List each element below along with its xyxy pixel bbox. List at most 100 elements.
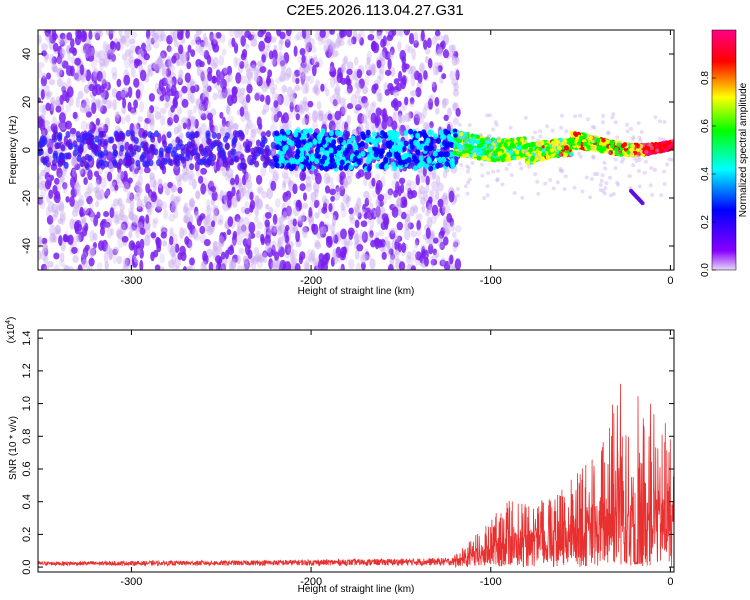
heatmap-cell: [479, 137, 485, 143]
heatmap-cell: [401, 154, 406, 161]
heatmap-cell: [165, 75, 173, 84]
heatmap-cell: [230, 239, 237, 246]
heatmap-cell: [212, 32, 218, 45]
heatmap-cell: [311, 110, 319, 123]
heatmap-cell: [366, 211, 372, 224]
heatmap-cell: [111, 66, 118, 77]
heatmap-cell: [176, 106, 183, 116]
heatmap-cell: [144, 234, 151, 247]
heatmap-cell: [411, 48, 416, 61]
heatmap-cell: [294, 34, 300, 41]
heatmap-cell: [168, 64, 176, 72]
heatmap-cell: [203, 238, 211, 247]
heatmap-cell: [328, 203, 333, 212]
heatmap-cell: [58, 259, 65, 267]
heatmap-cell: [426, 157, 432, 164]
heatmap-cell: [125, 129, 131, 137]
heatmap-cell: [310, 200, 315, 213]
heatmap-cell: [218, 54, 225, 66]
heatmap-cell: [328, 147, 334, 154]
heatmap-cell: [601, 137, 606, 143]
heatmap-cell: [225, 120, 230, 128]
heatmap-cell: [189, 197, 195, 208]
heatmap-cell: [200, 123, 208, 135]
heatmap-cell: [545, 124, 550, 129]
heatmap-cell: [185, 207, 191, 217]
heatmap-cell: [265, 203, 270, 210]
heatmap-cell: [305, 175, 312, 188]
heatmap-cell: [444, 195, 449, 206]
heatmap-cell: [346, 195, 352, 202]
heatmap-cell: [271, 111, 278, 124]
heatmap-cell: [289, 101, 294, 113]
heatmap-cell: [169, 248, 175, 257]
heatmap-cell: [171, 184, 178, 193]
heatmap-cell: [273, 225, 279, 234]
heatmap-cell: [312, 257, 320, 266]
heatmap-cell: [251, 262, 257, 270]
heatmap-cell: [112, 253, 117, 264]
heatmap-cell: [94, 135, 100, 143]
heatmap-cell: [49, 53, 55, 65]
heatmap-cell: [145, 30, 151, 40]
heatmap-cell: [208, 261, 214, 270]
heatmap-cell: [96, 262, 103, 270]
heatmap-cell: [88, 30, 93, 40]
heatmap-cell: [122, 265, 128, 270]
heatmap-cell: [218, 235, 225, 247]
heatmap-cell: [238, 30, 243, 39]
heatmap-cell: [203, 36, 209, 47]
heatmap-cell: [262, 103, 270, 113]
heatmap-cell: [106, 171, 113, 182]
heatmap-cell: [114, 184, 119, 191]
heatmap-cell: [123, 74, 131, 86]
heatmap-cell: [401, 75, 407, 86]
heatmap-cell: [180, 156, 186, 164]
heatmap-cell: [318, 252, 325, 262]
heatmap-cell: [354, 81, 359, 88]
heatmap-cell: [77, 264, 83, 270]
heatmap-cell: [370, 112, 377, 124]
heatmap-cell: [45, 90, 53, 98]
heatmap-cell: [168, 259, 175, 269]
heatmap-cell: [336, 72, 343, 84]
heatmap-cell: [40, 89, 45, 100]
heatmap-cell: [39, 104, 46, 114]
heatmap-cell: [238, 93, 246, 105]
heatmap-cell: [352, 70, 358, 82]
heatmap-cell: [357, 113, 365, 125]
heatmap-cell: [295, 113, 301, 121]
heatmap-cell: [161, 201, 168, 210]
heatmap-cell: [341, 104, 348, 115]
heatmap-cell: [227, 197, 232, 208]
heatmap-cell: [112, 98, 117, 111]
heatmap-cell: [399, 105, 405, 113]
heatmap-cell: [130, 134, 136, 142]
heatmap-cell: [131, 221, 138, 231]
heatmap-cell: [302, 192, 308, 201]
heatmap-cell: [368, 136, 374, 143]
heatmap-cell: [92, 241, 97, 249]
heatmap-cell: [145, 201, 152, 210]
heatmap-cell: [355, 233, 362, 242]
heatmap-cell: [541, 152, 546, 157]
heatmap-cell: [285, 195, 291, 207]
heatmap-cell: [295, 77, 300, 85]
heatmap-cell: [486, 157, 491, 162]
heatmap-cell: [73, 235, 79, 244]
heatmap-cell: [258, 147, 263, 155]
heatmap-cell: [333, 252, 339, 264]
heatmap-cell: [299, 251, 306, 260]
heatmap-cell: [254, 216, 259, 223]
heatmap-cell: [120, 35, 126, 44]
heatmap-cell: [140, 153, 146, 161]
heatmap-cell: [476, 155, 482, 161]
heatmap-cell: [114, 213, 120, 225]
heatmap-cell: [409, 90, 417, 97]
heatmap-cell: [96, 211, 101, 219]
heatmap-cell: [72, 111, 78, 120]
heatmap-cell: [153, 105, 160, 113]
heatmap-cell: [586, 144, 591, 150]
heatmap-cell: [408, 101, 415, 108]
heatmap-cell: [406, 209, 411, 221]
